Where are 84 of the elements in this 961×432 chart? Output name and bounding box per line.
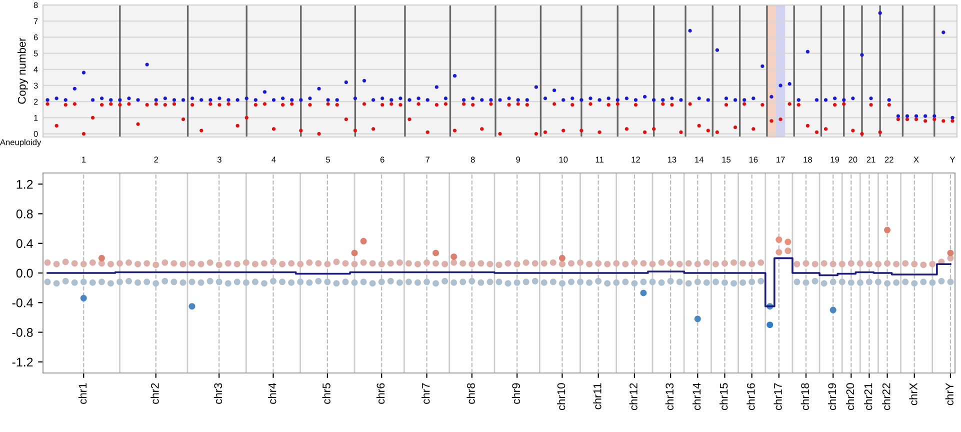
x-tick-label: chr20 <box>846 383 854 410</box>
y-tick-label: 2 <box>34 98 38 105</box>
x-tick-label: 8 <box>470 156 475 163</box>
x-tick-label: chr21 <box>864 383 872 410</box>
point <box>947 250 954 256</box>
y-tick-label: 7 <box>34 18 38 24</box>
x-tick-label: chr9 <box>512 383 520 404</box>
y-tick-label: 0.8 <box>16 210 33 218</box>
x-tick-label: 20 <box>848 156 858 163</box>
x-tick-label: 21 <box>866 156 876 162</box>
point <box>188 303 196 310</box>
x-tick-label: 11 <box>596 156 604 162</box>
x-tick-label: chr12 <box>629 383 638 410</box>
point <box>98 254 105 262</box>
y-tick-label: 4 <box>34 66 38 72</box>
point <box>884 226 891 234</box>
x-tick-label: 6 <box>380 156 384 163</box>
x-tick-label: 4 <box>272 156 276 162</box>
x-tick-label: chr3 <box>214 383 222 404</box>
x-tick-label: 5 <box>326 156 330 163</box>
x-tick-label: 14 <box>695 156 704 162</box>
x-tick-label: chr8 <box>466 383 475 404</box>
point <box>450 253 458 260</box>
point <box>432 250 440 256</box>
x-tick-label: chr13 <box>665 383 674 410</box>
point <box>694 316 701 322</box>
x-tick-label: chr17 <box>774 383 782 410</box>
y-tick-label: 8 <box>34 2 38 8</box>
x-tick-label: 9 <box>516 156 520 163</box>
x-tick-label: 7 <box>426 156 430 162</box>
x-tick-label: chr15 <box>720 383 728 410</box>
x-tick-label: chrY <box>945 382 954 406</box>
x-tick-label: chr6 <box>376 383 385 404</box>
point <box>351 250 358 256</box>
x-tick-label: 1 <box>82 156 86 162</box>
x-tick-label: chr18 <box>800 383 809 410</box>
point <box>776 249 782 256</box>
x-tick-label: 22 <box>884 156 894 162</box>
x-tick-label: X <box>914 156 919 162</box>
x-tick-label: 10 <box>559 156 568 163</box>
y-tick-label: 1.2 <box>16 180 33 189</box>
point <box>640 290 647 296</box>
x-tick-label: chr1 <box>78 383 87 404</box>
y-tick-label: -0.8 <box>12 328 33 337</box>
y-tick-label: 0 <box>34 130 38 137</box>
point <box>80 294 87 302</box>
y-tick-label: 5 <box>34 50 38 56</box>
point <box>766 322 774 328</box>
x-tick-label: 15 <box>722 156 731 163</box>
x-tick-label: chr10 <box>557 383 566 410</box>
y-tick-label: 6 <box>34 34 38 40</box>
x-tick-label: chr11 <box>593 383 602 410</box>
y-tick-label: -1.2 <box>12 358 33 366</box>
y-tick-label: 1 <box>34 114 38 121</box>
x-tick-label: 13 <box>668 156 676 163</box>
point <box>784 238 792 246</box>
x-tick-label: chr7 <box>422 383 430 404</box>
x-tick-label: Y <box>950 156 956 162</box>
point <box>558 254 566 262</box>
x-tick-label: 12 <box>632 156 640 162</box>
x-tick-label: chr19 <box>828 383 836 410</box>
x-tick-label: 19 <box>830 156 840 163</box>
x-tick-label: chr2 <box>150 383 159 404</box>
x-tick-label: 18 <box>804 156 812 163</box>
x-tick-label: 2 <box>154 156 158 162</box>
point <box>830 306 836 314</box>
x-tick-label: 3 <box>217 156 222 163</box>
y-tick-label: 3 <box>34 82 38 89</box>
x-tick-label: chr22 <box>882 383 890 410</box>
point <box>360 238 367 244</box>
point <box>784 248 792 254</box>
y-axis-title: Copy number <box>18 38 28 104</box>
x-tick-label: chr4 <box>268 383 276 404</box>
x-tick-label: chrX <box>909 382 918 406</box>
x-tick-label: chr5 <box>322 383 330 404</box>
text: Aneuploidy <box>0 139 42 147</box>
x-tick-label: 17 <box>776 156 785 162</box>
y-tick-label: 0.0 <box>16 268 33 278</box>
y-tick-label: 0.4 <box>16 239 33 248</box>
x-tick-label: chr16 <box>746 383 755 410</box>
point <box>776 236 782 243</box>
x-tick-label: 16 <box>749 156 758 163</box>
x-tick-label: chr14 <box>692 383 701 410</box>
y-tick-label: -0.4 <box>12 298 33 308</box>
